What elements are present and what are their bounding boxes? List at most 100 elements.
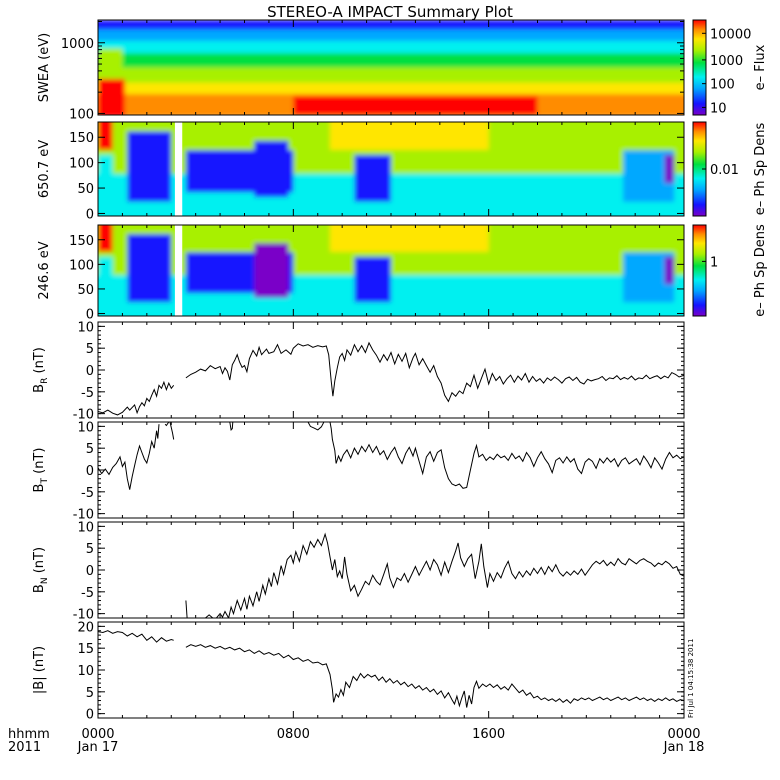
data-line-bn <box>185 600 188 618</box>
y-tick-label: -5 <box>81 386 94 401</box>
colorbar-tick-label: 0.01 <box>710 163 739 178</box>
colorbar-tick-label: 100 <box>710 78 735 93</box>
y-tick-label: 100 <box>69 258 94 273</box>
spectrogram-patch <box>254 140 289 198</box>
lineplot-bmag: 0 5 10 15 20 |B| (nT) <box>32 620 685 723</box>
colorbar-tick-label: 10 <box>710 101 727 116</box>
x-tick-label: 0000 <box>81 727 114 742</box>
y-tick-label: 150 <box>69 234 94 249</box>
data-line-bt <box>229 422 234 432</box>
x-corner-hhmm: hhmm <box>8 727 50 742</box>
x-tick-label-date: Jan 18 <box>663 740 705 755</box>
spectrogram-patch <box>98 154 113 188</box>
y-tick-label: 0 <box>86 464 94 479</box>
y-tick-label: 100 <box>69 157 94 172</box>
data-line-bt <box>98 424 160 490</box>
panel-frame <box>97 321 685 419</box>
data-line-bmag <box>98 630 174 643</box>
spectrogram-patch <box>329 225 489 252</box>
y-tick-label: 0 <box>86 564 94 579</box>
spectrogram-patch <box>127 234 172 307</box>
x-tick-label: 0800 <box>277 727 310 742</box>
y-tick-label: -10 <box>73 408 94 423</box>
data-gap <box>174 122 183 216</box>
spectrogram-pad650: 0 50 100 150 650.7 eV 0.01 e– Ph Sp Dens <box>37 121 768 222</box>
x-tick-label: 0000 <box>667 727 700 742</box>
x-corner-year: 2011 <box>8 740 41 755</box>
plot-title: STEREO-A IMPACT Summary Plot <box>267 3 513 21</box>
data-line-bt <box>164 422 170 427</box>
spectrogram-band <box>98 82 684 97</box>
spectrogram-patch <box>98 225 113 252</box>
panel-frame <box>97 621 685 719</box>
y-axis-label: BR (nT) <box>32 347 50 393</box>
y-tick-label: 0 <box>86 364 94 379</box>
y-tick-label: -10 <box>73 608 94 623</box>
data-line-bn <box>205 614 214 618</box>
y-tick-label: 10 <box>77 664 94 679</box>
spectrogram-patch <box>98 48 123 77</box>
y-tick-label: 5 <box>86 686 94 701</box>
spectrogram-pad246: 0 50 100 150 246.6 eV 1 e– Ph Sp Dens <box>37 224 768 323</box>
data-line-bt <box>329 422 684 489</box>
colorbar <box>692 19 707 116</box>
y-tick-label: -5 <box>81 586 94 601</box>
y-tick-label: 50 <box>77 283 94 298</box>
y-tick-label: 0 <box>86 708 94 723</box>
spectrogram-patch <box>293 96 538 115</box>
spectrogram-patch <box>329 122 489 150</box>
colorbar-label: e– Ph Sp Dens <box>753 123 768 216</box>
y-axis-label: SWEA (eV) <box>37 33 52 102</box>
y-tick-label: 10 <box>77 420 94 435</box>
spectrogram-patch <box>98 122 113 150</box>
y-axis-label: BT (nT) <box>32 448 50 493</box>
spectrogram-patch <box>98 78 125 115</box>
colorbar-label: e– Flux <box>753 44 768 90</box>
timestamp-stamp: Fri Jul 1 04:15:38 2011 <box>687 639 695 718</box>
y-tick-label: 20 <box>77 620 94 635</box>
y-tick-label: 10 <box>77 520 94 535</box>
y-tick-label: 5 <box>86 342 94 357</box>
spectrogram-band <box>98 67 684 85</box>
data-gap <box>174 225 183 316</box>
y-tick-label: 15 <box>77 642 94 657</box>
y-axis-label: 650.7 eV <box>37 140 52 198</box>
y-tick-label: -5 <box>81 486 94 501</box>
y-tick-label: 10 <box>77 320 94 335</box>
data-line-br <box>98 380 175 416</box>
spectrogram-patch <box>127 131 172 207</box>
data-line-bmag <box>185 644 684 708</box>
colorbar-label: e– Ph Sp Dens <box>753 224 768 317</box>
spectrogram-band <box>98 302 684 316</box>
y-tick-label: 0 <box>86 308 94 323</box>
spectrogram-patch <box>98 256 113 289</box>
y-tick-label: 100 <box>69 107 94 122</box>
colorbar <box>692 224 707 317</box>
spectrogram-band <box>98 40 684 56</box>
lineplot-br: -10 -5 0 5 10 BR (nT) <box>32 320 685 423</box>
colorbar-tick-label: 1000 <box>710 54 743 69</box>
x-tick-label-date: Jan 17 <box>77 740 119 755</box>
lineplot-bn: -10 -5 0 5 10 BN (nT) <box>32 520 685 623</box>
panel-frame <box>97 421 685 519</box>
spectrogram-patch <box>664 154 675 184</box>
spectrogram-band <box>98 201 684 216</box>
y-axis-label: BN (nT) <box>32 547 50 593</box>
spectrogram-band <box>98 29 684 43</box>
y-tick-label: 0 <box>86 207 94 222</box>
spectrogram-band <box>98 53 684 70</box>
y-tick-label: 150 <box>69 131 94 146</box>
x-tick-label: 1600 <box>472 727 505 742</box>
spectrogram-patch <box>254 243 289 298</box>
colorbar-tick-label: 1 <box>710 255 718 270</box>
data-line-bn <box>216 532 684 618</box>
y-axis-label: |B| (nT) <box>32 646 47 694</box>
data-line-bt <box>169 422 175 440</box>
y-axis-label: 246.6 eV <box>37 241 52 299</box>
y-tick-label: 1000 <box>61 37 94 52</box>
y-tick-label: 5 <box>86 442 94 457</box>
y-tick-label: 5 <box>86 542 94 557</box>
data-line-br <box>185 341 684 403</box>
